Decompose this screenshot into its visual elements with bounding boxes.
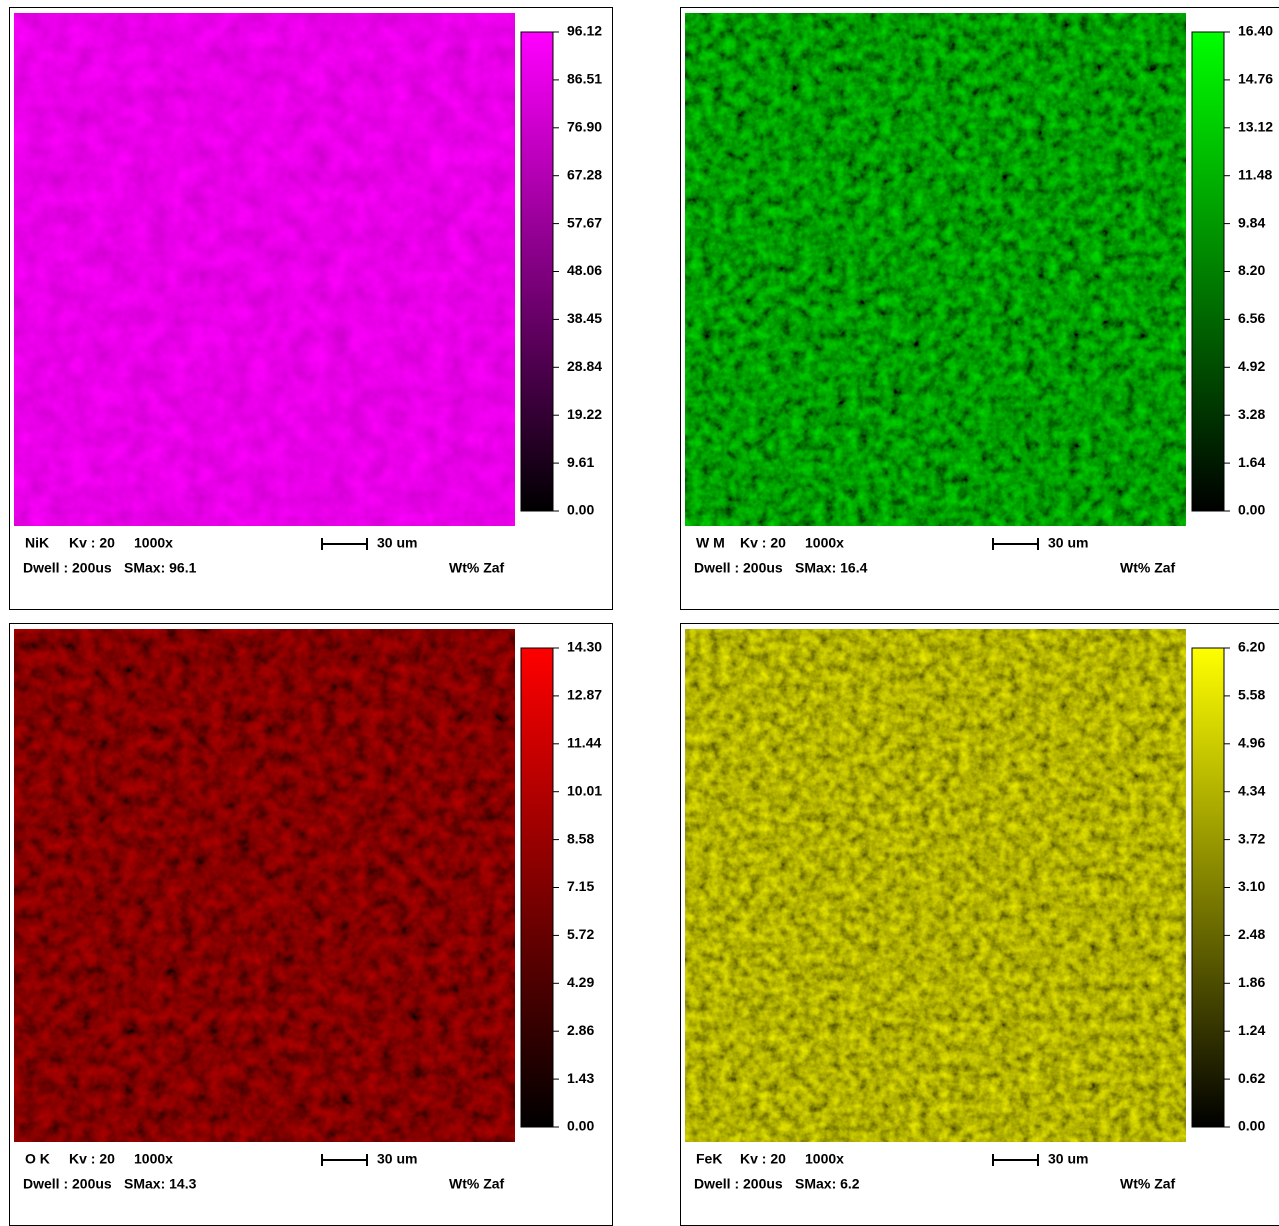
dwell-label: Dwell : 200us (23, 1176, 112, 1192)
map-panel: 96.12 86.51 76.90 67.28 57.67 48.06 38.45 28.84… (10, 8, 613, 610)
colorbar (521, 648, 553, 1127)
colorbar-label: 3.10 (1238, 878, 1265, 894)
figure: 96.12 86.51 76.90 67.28 57.67 48.06 38.45 28.84… (0, 0, 1279, 1226)
colorbar-label: 57.67 (567, 214, 602, 230)
colorbar-label: 6.56 (1238, 310, 1265, 326)
colorbar-label: 12.87 (567, 687, 602, 703)
colorbar-label: 9.84 (1238, 214, 1265, 230)
colorbar-label: 11.44 (567, 735, 601, 751)
colorbar-label: 10.01 (567, 782, 602, 798)
colorbar-label: 5.58 (1238, 687, 1265, 703)
smax-label: SMax: 96.1 (124, 560, 197, 576)
scale-label: 30 um (1048, 1151, 1088, 1167)
colorbar-label: 14.76 (1238, 71, 1273, 87)
smax-label: SMax: 16.4 (795, 560, 868, 576)
colorbar-label: 9.61 (567, 454, 594, 470)
colorbar-label: 19.22 (567, 406, 602, 422)
colorbar-label: 13.12 (1238, 119, 1273, 135)
scale-label: 30 um (377, 535, 417, 551)
units-label: Wt% Zaf (1120, 1176, 1176, 1192)
colorbar-label: 2.86 (567, 1022, 594, 1038)
colorbar (1192, 648, 1224, 1127)
dwell-label: Dwell : 200us (694, 1176, 783, 1192)
element-label: W M (696, 535, 725, 551)
colorbar-label: 4.29 (567, 974, 594, 990)
colorbar (1192, 32, 1224, 511)
colorbar-label: 14.30 (567, 639, 602, 655)
colorbar-label: 28.84 (567, 358, 602, 374)
colorbar-label: 1.86 (1238, 974, 1265, 990)
element-label: O K (25, 1151, 50, 1167)
magnification: 1000x (805, 1151, 844, 1167)
magnification: 1000x (134, 535, 173, 551)
colorbar-label: 4.92 (1238, 358, 1265, 374)
kv-label: Kv : 20 (740, 1151, 786, 1167)
element-map (685, 629, 1186, 1142)
colorbar-label: 1.43 (567, 1070, 594, 1086)
scale-label: 30 um (1048, 535, 1088, 551)
colorbar-label: 67.28 (567, 166, 602, 182)
dwell-label: Dwell : 200us (694, 560, 783, 576)
colorbar-label: 4.34 (1238, 782, 1265, 798)
colorbar-label: 3.72 (1238, 830, 1265, 846)
element-label: FeK (696, 1151, 722, 1167)
colorbar-label: 0.62 (1238, 1070, 1265, 1086)
colorbar (521, 32, 553, 511)
smax-label: SMax: 14.3 (124, 1176, 197, 1192)
colorbar-label: 8.58 (567, 830, 594, 846)
kv-label: Kv : 20 (740, 535, 786, 551)
units-label: Wt% Zaf (1120, 560, 1176, 576)
colorbar-label: 2.48 (1238, 926, 1265, 942)
colorbar-label: 86.51 (567, 71, 602, 87)
element-map (14, 629, 515, 1142)
colorbar-label: 0.00 (1238, 1118, 1265, 1134)
colorbar-label: 0.00 (567, 1118, 594, 1134)
colorbar-label: 0.00 (567, 502, 594, 518)
colorbar-label: 1.24 (1238, 1022, 1265, 1038)
magnification: 1000x (134, 1151, 173, 1167)
colorbar-label: 4.96 (1238, 735, 1265, 751)
dwell-label: Dwell : 200us (23, 560, 112, 576)
colorbar-label: 16.40 (1238, 23, 1273, 39)
smax-label: SMax: 6.2 (795, 1176, 860, 1192)
units-label: Wt% Zaf (449, 1176, 505, 1192)
colorbar-label: 7.15 (567, 878, 594, 894)
magnification: 1000x (805, 535, 844, 551)
map-panel: 14.30 12.87 11.44 10.01 8.58 7.15 5.72 4.29 2.86… (10, 624, 613, 1226)
map-panel: 6.20 5.58 4.96 4.34 3.72 3.10 2.48 1.86 1.24 0.62… (681, 624, 1279, 1226)
colorbar-label: 76.90 (567, 119, 602, 135)
colorbar-label: 6.20 (1238, 639, 1265, 655)
colorbar-label: 3.28 (1238, 406, 1265, 422)
colorbar-label: 96.12 (567, 23, 602, 39)
colorbar-label: 5.72 (567, 926, 594, 942)
element-map (14, 13, 515, 526)
colorbar-label: 8.20 (1238, 262, 1265, 278)
kv-label: Kv : 20 (69, 1151, 115, 1167)
colorbar-label: 11.48 (1238, 166, 1272, 182)
colorbar-label: 38.45 (567, 310, 602, 326)
units-label: Wt% Zaf (449, 560, 505, 576)
element-map (685, 13, 1186, 526)
scale-label: 30 um (377, 1151, 417, 1167)
colorbar-label: 48.06 (567, 262, 602, 278)
colorbar-label: 0.00 (1238, 502, 1265, 518)
map-panel: 16.40 14.76 13.12 11.48 9.84 8.20 6.56 4.92 3.28… (681, 8, 1279, 610)
element-label: NiK (25, 535, 49, 551)
kv-label: Kv : 20 (69, 535, 115, 551)
colorbar-label: 1.64 (1238, 454, 1265, 470)
